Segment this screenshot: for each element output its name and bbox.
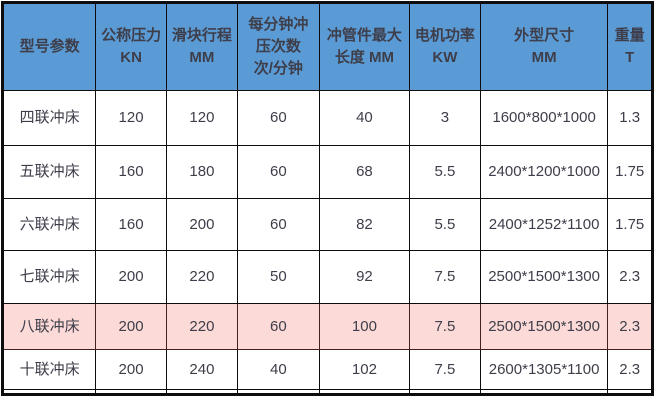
cell: 180	[166, 145, 238, 199]
header-cell-max-length: 冲管件最大 长度 MM	[318, 2, 410, 91]
cell: 2.3	[607, 303, 653, 350]
row-label: 十联冲床	[1, 349, 97, 390]
cell: 1600*800*1000	[479, 90, 609, 146]
table-row: 四联冲床 120 120 60 40 3 1600*800*1000 1.3	[1, 90, 653, 146]
cell: 160	[95, 145, 167, 199]
table-row-cutoff	[1, 389, 653, 395]
row-label: 五联冲床	[1, 145, 97, 199]
cell: 160	[95, 198, 167, 251]
cell: 200	[95, 349, 167, 390]
cell: 1.3	[607, 90, 653, 146]
header-cell-punches: 每分钟冲 压次数 次/分钟	[236, 2, 320, 91]
cell: 2400*1200*1000	[479, 145, 609, 199]
cell: 60	[236, 90, 320, 146]
cell: 220	[166, 250, 238, 304]
cell: 120	[166, 90, 238, 146]
cell: 1.75	[607, 198, 653, 251]
cell: 102	[318, 349, 410, 390]
header-cell-model: 型号参数	[1, 2, 97, 91]
cell: 2500*1500*1300	[479, 303, 609, 350]
header-cell-pressure: 公称压力 KN	[95, 2, 167, 91]
cell: 200	[166, 198, 238, 251]
cell: 120	[95, 90, 167, 146]
cell: 200	[95, 250, 167, 304]
cell: 40	[236, 349, 320, 390]
cell: 60	[236, 198, 320, 251]
header-cell-stroke: 滑块行程 MM	[166, 2, 238, 91]
cell: 2.3	[607, 250, 653, 304]
cell: 60	[236, 303, 320, 350]
cell: 82	[318, 198, 410, 251]
row-label: 六联冲床	[1, 198, 97, 251]
cell: 2400*1252*1100	[479, 198, 609, 251]
spec-table: 型号参数 公称压力 KN 滑块行程 MM 每分钟冲 压次数 次/分钟 冲管件最大…	[1, 1, 654, 396]
cell: 2.3	[607, 349, 653, 390]
cell: 40	[318, 90, 410, 146]
cell: 5.5	[408, 145, 481, 199]
cell: 50	[236, 250, 320, 304]
header-row: 型号参数 公称压力 KN 滑块行程 MM 每分钟冲 压次数 次/分钟 冲管件最大…	[1, 2, 653, 91]
cell: 5.5	[408, 198, 481, 251]
cell: 7.5	[408, 250, 481, 304]
cell: 1.75	[607, 145, 653, 199]
table-body: 四联冲床 120 120 60 40 3 1600*800*1000 1.3 五…	[1, 90, 653, 395]
row-label: 四联冲床	[1, 90, 97, 146]
table-row: 五联冲床 160 180 60 68 5.5 2400*1200*1000 1.…	[1, 145, 653, 199]
row-label: 七联冲床	[1, 250, 97, 304]
cell: 2600*1305*1100	[479, 349, 609, 390]
header-cell-weight: 重量 T	[607, 2, 653, 91]
cell: 92	[318, 250, 410, 304]
cell: 200	[95, 303, 167, 350]
table-row: 六联冲床 160 200 60 82 5.5 2400*1252*1100 1.…	[1, 198, 653, 251]
cell: 7.5	[408, 303, 481, 350]
row-label: 八联冲床	[1, 303, 97, 350]
cell: 100	[318, 303, 410, 350]
cell: 68	[318, 145, 410, 199]
table-row: 七联冲床 200 220 50 92 7.5 2500*1500*1300 2.…	[1, 250, 653, 304]
cell: 220	[166, 303, 238, 350]
cell: 240	[166, 349, 238, 390]
table-row-highlighted: 八联冲床 200 220 60 100 7.5 2500*1500*1300 2…	[1, 303, 653, 350]
header-cell-dimensions: 外型尺寸 MM	[479, 2, 609, 91]
cell: 2500*1500*1300	[479, 250, 609, 304]
cell: 7.5	[408, 349, 481, 390]
header-cell-motor-power: 电机功率 KW	[408, 2, 481, 91]
cell: 60	[236, 145, 320, 199]
cell: 3	[408, 90, 481, 146]
table-row: 十联冲床 200 240 40 102 7.5 2600*1305*1100 2…	[1, 349, 653, 390]
table-header: 型号参数 公称压力 KN 滑块行程 MM 每分钟冲 压次数 次/分钟 冲管件最大…	[1, 2, 653, 91]
